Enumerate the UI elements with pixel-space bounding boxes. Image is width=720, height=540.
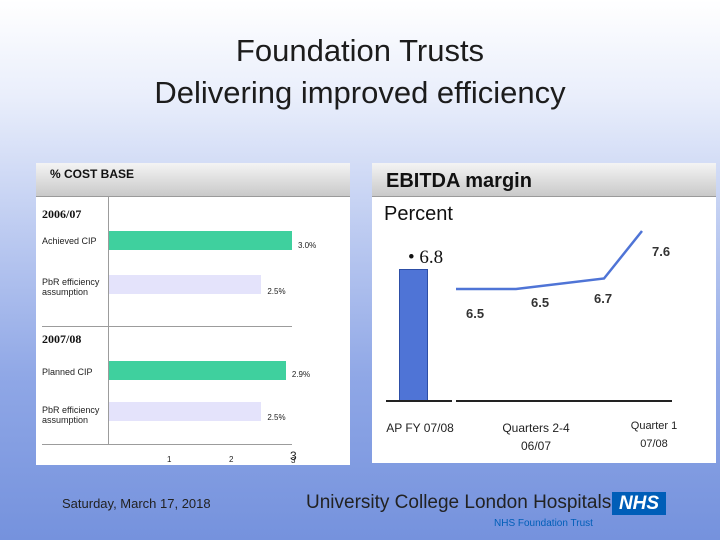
title-line-1: Foundation Trusts	[235, 33, 485, 68]
bar-planned-cip	[108, 361, 286, 380]
baseline-quarters	[456, 400, 672, 402]
ebitda-subtitle: Percent	[384, 203, 453, 225]
ebitda-line-svg	[456, 230, 643, 291]
group-label-2006: 2006/07	[42, 207, 82, 221]
group-label-2007: 2007/08	[42, 332, 82, 346]
x-tick-2: 2	[229, 455, 234, 464]
x-tick-1: 1	[167, 455, 172, 464]
line-point-label-2: 6.5	[531, 295, 550, 310]
title-line-2: Delivering improved efficiency	[154, 75, 566, 110]
bar-value-achieved-cip: 3.0%	[298, 241, 317, 250]
bar-achieved-cip	[108, 231, 292, 250]
category-quarters-2-4: Quarters 2-4 06/07	[502, 421, 570, 453]
bar-label-achieved-cip: Achieved CIP	[42, 236, 97, 246]
ebitda-header: EBITDA margin	[372, 163, 716, 197]
ebitda-chart: EBITDA margin Percent • 6.8 6.5 6.5 6.7 …	[372, 163, 716, 463]
bar-value-planned-cip: 2.9%	[291, 370, 311, 379]
bar-label-pbr-2006: PbR efficiency assumption	[42, 277, 100, 297]
ebitda-line-series	[456, 230, 643, 291]
category-ap-fy: AP FY 07/08	[386, 421, 454, 435]
line-point-label-4: 7.6	[652, 244, 671, 259]
slide-title: Foundation Trusts Delivering improved ef…	[0, 30, 720, 114]
group-divider	[42, 326, 292, 327]
bar-value-pbr-2007: 2.5%	[267, 413, 286, 422]
bar-pbr-2006	[108, 275, 262, 294]
bar-value-pbr-2006: 2.5%	[267, 287, 286, 296]
ebitda-bar-value: • 6.8	[408, 247, 444, 268]
nhs-logo: NHS	[612, 492, 666, 515]
footer-date: Saturday, March 17, 2018	[62, 496, 211, 511]
category-quarter-1: Quarter 1 07/08	[630, 420, 678, 450]
y-axis	[108, 196, 109, 444]
ebitda-title: EBITDA margin	[386, 170, 532, 192]
x-tick-3: 3	[291, 456, 296, 465]
bar-label-planned-cip: Planned CIP	[42, 367, 93, 377]
cost-base-chart: % COST BASE 2006/07 Achieved CIP 3.0% Pb…	[36, 163, 350, 465]
cost-base-title: % COST BASE	[50, 167, 135, 181]
cost-base-header: % COST BASE	[36, 163, 350, 197]
bar-label-pbr-2007: PbR efficiency assumption	[42, 405, 100, 425]
baseline-ap	[386, 400, 452, 402]
x-tick-3-overlap: 3	[290, 449, 297, 463]
org-logo-text: University College London Hospitals	[306, 492, 612, 513]
line-point-label-1: 6.5	[466, 306, 485, 321]
line-point-label-3: 6.7	[594, 291, 613, 306]
nhs-foundation-trust-text: NHS Foundation Trust	[494, 518, 593, 529]
x-axis	[42, 444, 292, 445]
bar-pbr-2007	[108, 402, 262, 421]
